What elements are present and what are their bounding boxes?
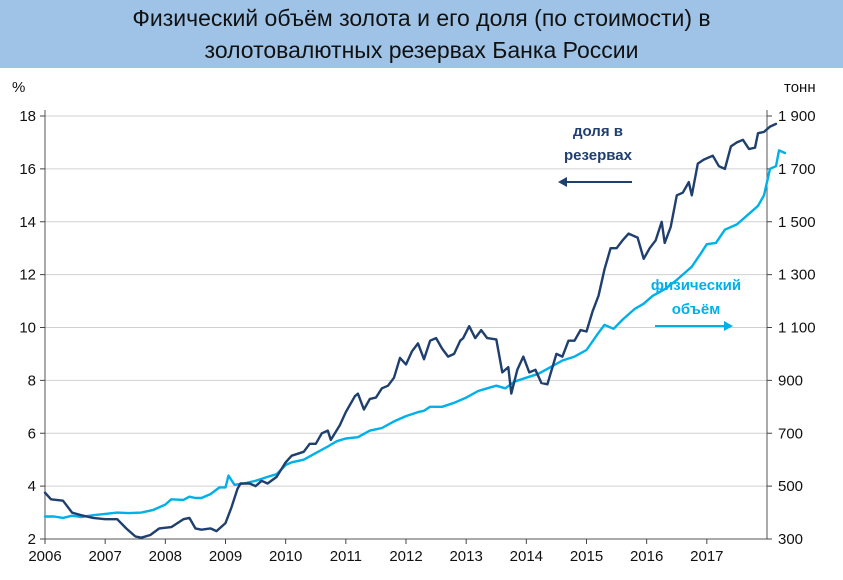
annotation-share-line-2: резервах	[564, 147, 633, 164]
series-line-volume	[43, 149, 787, 520]
x-tick-label-2009: 2009	[209, 548, 242, 565]
right-tick-label-4: 1 100	[778, 320, 816, 337]
x-tick-label-2006: 2006	[28, 548, 61, 565]
right-tick-label-7: 1 700	[778, 161, 816, 178]
x-axis-ticks: 2006 2007 2008 2009 2010 2011 2012 2013 2014 2015…	[28, 539, 724, 565]
x-tick-label-2007: 2007	[88, 548, 121, 565]
annotation-share-line-1: доля в	[573, 123, 623, 140]
left-tick-label-4: 4	[28, 478, 36, 495]
series-line-share	[43, 122, 778, 539]
x-tick-label-2012: 2012	[389, 548, 422, 565]
annotation-volume-line-1: физический	[651, 277, 741, 294]
series-layer	[43, 122, 787, 539]
x-tick-label-2016: 2016	[630, 548, 663, 565]
left-tick-label-10: 10	[19, 320, 36, 337]
chart-title-box: Физический объём золота и его доля (по с…	[0, 0, 843, 68]
x-tick-label-2010: 2010	[269, 548, 302, 565]
chart-title-line-2: золотовалютных резервах Банка России	[204, 37, 639, 63]
right-tick-label-0: 300	[778, 531, 803, 548]
left-tick-label-2: 2	[28, 531, 36, 548]
x-tick-label-2014: 2014	[510, 548, 543, 565]
x-tick-label-2015: 2015	[570, 548, 603, 565]
x-tick-label-2008: 2008	[149, 548, 182, 565]
axes	[44, 110, 768, 540]
right-axis-unit: тонн	[784, 79, 816, 96]
left-tick-label-18: 18	[19, 108, 36, 125]
annotation-share-arrowhead	[558, 177, 567, 187]
left-axis-ticks: 2 4 6 8 10 12 14 16 18	[19, 108, 45, 548]
right-axis-ticks: 300 500 700 900 1 100 1 300 1 500 1 700 1 900	[767, 108, 816, 548]
annotation-volume: физический объём	[651, 277, 741, 331]
left-axis-unit: %	[12, 79, 25, 96]
left-tick-label-14: 14	[19, 214, 36, 231]
right-tick-label-1: 500	[778, 478, 803, 495]
annotation-volume-line-2: объём	[672, 301, 721, 318]
annotation-volume-arrowhead	[724, 321, 733, 331]
right-tick-label-6: 1 500	[778, 214, 816, 231]
left-tick-label-6: 6	[28, 425, 36, 442]
right-tick-label-8: 1 900	[778, 108, 816, 125]
x-tick-label-2013: 2013	[449, 548, 482, 565]
chart-title-line-1: Физический объём золота и его доля (по с…	[132, 5, 711, 31]
left-tick-label-8: 8	[28, 372, 36, 389]
gridlines	[45, 115, 767, 540]
annotation-share: доля в резервах	[558, 123, 633, 187]
right-tick-label-3: 900	[778, 372, 803, 389]
x-tick-label-2011: 2011	[330, 548, 362, 565]
left-tick-label-12: 12	[19, 267, 36, 284]
right-tick-label-2: 700	[778, 425, 803, 442]
left-tick-label-16: 16	[19, 161, 36, 178]
right-tick-label-5: 1 300	[778, 267, 816, 284]
x-tick-label-2017: 2017	[690, 548, 723, 565]
line-chart: 2 4 6 8 10 12 14 16 18 300 500 700 900 1 100 1 300 1 5…	[12, 79, 816, 565]
